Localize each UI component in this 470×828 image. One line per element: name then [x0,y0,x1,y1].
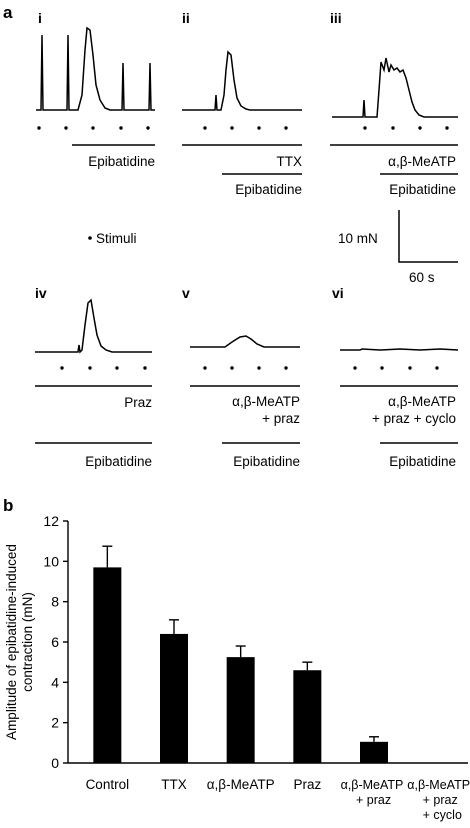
x-tick-label: TTX [161,777,187,792]
trace-vi-label-epibatidine: Epibatidine [389,454,456,469]
scale-bar-x-label: 60 s [409,270,435,285]
trace-vi-label-praz-cyclo: + praz + cyclo [372,411,456,426]
trace-iii-stimuli [363,126,449,130]
trace-ii-label-epibatidine: Epibatidine [235,182,302,197]
trace-iii-line [332,57,458,118]
y-axis-label-line: contraction (mN) [20,592,35,692]
trace-iv-line [35,298,152,354]
trace-vi-numeral: vi [332,285,344,301]
trace-v-line [190,335,300,348]
x-tick-label: Praz [293,777,321,792]
trace-ii-stimuli [203,126,288,130]
trace-v-label-meatp: α,β-MeATP [232,394,300,409]
stimuli-legend-dot [88,236,92,240]
trace-i-label-epibatidine: Epibatidine [88,154,155,169]
trace-vi-label-meatp: α,β-MeATP [388,394,456,409]
y-tick-label: 12 [43,513,59,529]
bar [160,633,188,763]
trace-iii: iii α,β-MeATP Epibatidine [330,10,458,197]
trace-iv-label-epibatidine: Epibatidine [85,454,152,469]
stimuli-legend-label: Stimuli [96,231,137,246]
x-tick-label: + cyclo [423,808,462,822]
trace-iii-numeral: iii [330,10,342,26]
y-axis-label-line: Amplitude of epibatidine-induced [4,544,19,740]
bar [226,657,255,763]
trace-ii-numeral: ii [182,10,190,26]
panel-b-letter: b [3,496,13,515]
x-tick-label: α,β-MeATP [207,777,275,792]
trace-iii-label-epibatidine: Epibatidine [389,182,456,197]
trace-i-numeral: i [38,10,42,26]
scale-bar: 10 mN 60 s [338,210,458,285]
bar-chart: Amplitude of epibatidine-induced contract… [4,513,470,822]
x-tick-label: α,β-MeATP [341,778,404,792]
bar [360,741,388,763]
trace-v-numeral: v [182,285,190,301]
trace-vi-stimuli [353,366,439,370]
x-tick-label: Control [86,777,130,792]
trace-v-label-praz: + praz [262,411,300,426]
trace-ii-line [182,50,302,111]
error-bars [102,545,379,742]
trace-ii: ii TTX Epibatidine [182,10,302,197]
trace-v: v α,β-MeATP + praz Epibatidine [182,285,300,469]
y-tick-label: 0 [51,755,59,771]
trace-iv: iv Praz Epibatidine [35,285,152,469]
x-tick-label: + praz [423,793,458,807]
bars [93,567,388,763]
trace-i-line [36,26,155,111]
x-tick-label: α,β-MeATP [407,778,470,792]
panel-a-letter: a [3,3,13,22]
trace-i-stimuli [37,126,150,130]
trace-ii-label-ttx: TTX [277,154,303,169]
x-tick-labels: Control TTX α,β-MeATP Praz α,β-MeATP+ prazα,… [86,777,470,822]
trace-iii-label-meatp: α,β-MeATP [388,154,456,169]
trace-iv-label-praz: Praz [124,395,152,410]
x-tick-label: + praz [356,793,391,807]
y-axis: 0 2 4 6 8 10 12 [43,513,69,771]
trace-vi-line [340,348,459,351]
y-tick-label: 8 [51,594,59,610]
bar [93,567,122,763]
y-axis-title: Amplitude of epibatidine-induced contract… [4,544,35,740]
y-tick-label: 10 [43,553,59,569]
scale-bar-y-label: 10 mN [338,231,378,246]
y-tick-label: 2 [51,715,59,731]
trace-v-stimuli [203,366,288,370]
trace-i: i Epibatidine [36,10,155,169]
trace-v-label-epibatidine: Epibatidine [233,454,300,469]
y-tick-label: 6 [51,634,59,650]
trace-iv-stimuli [60,366,147,370]
trace-iv-numeral: iv [35,285,47,301]
trace-vi: vi α,β-MeATP + praz + cyclo Epibatidine [332,285,459,469]
bar [293,670,322,763]
y-tick-label: 4 [51,674,59,690]
